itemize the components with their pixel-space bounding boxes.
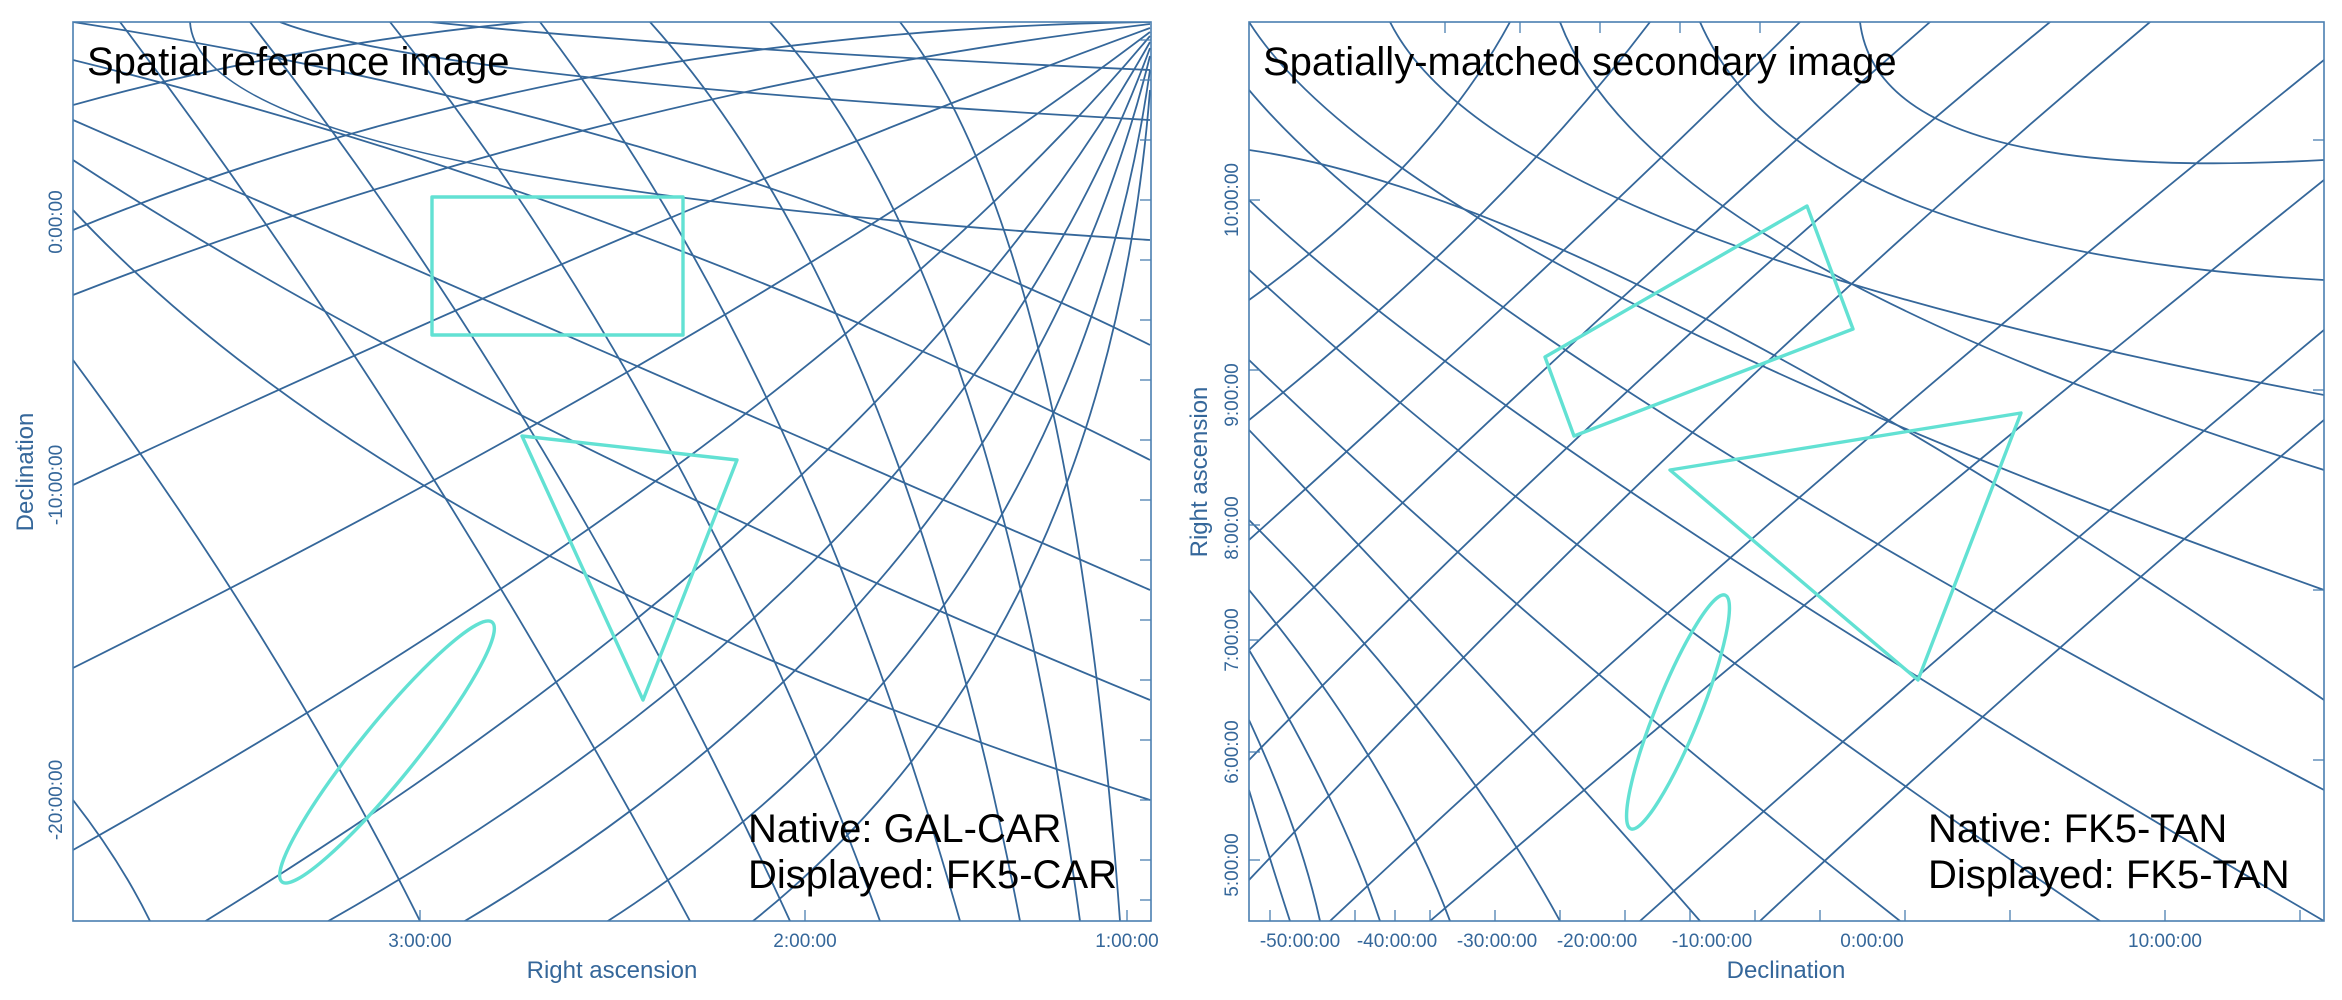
right-x-tick-label: 0:00:00 [1840,931,1903,952]
right-y-tick-label: 7:00:00 [1222,608,1243,671]
right-x-tick-label: -10:00:00 [1672,931,1752,952]
left-y-tick-label: 0:00:00 [46,190,67,253]
left-coordinate-grid [73,22,1151,921]
left-rectangle-region[interactable] [430,195,685,337]
left-y-axis-label: Declination [12,413,39,532]
right-edge-ticks [1249,22,2324,921]
right-x-tick-label: -50:00:00 [1260,931,1340,952]
left-frame [72,21,1152,922]
right-x-axis-label: Declination [1727,957,1846,984]
left-x-ticks: 3:00:00 2:00:00 1:00:00 [388,910,1159,952]
left-y-tick-label: -20:00:00 [46,760,67,840]
left-polygon-region[interactable] [520,434,739,702]
left-ellipse-region[interactable] [260,605,514,900]
left-panel-title: Spatial reference image [87,40,509,84]
right-ellipse-region[interactable] [1610,587,1745,837]
right-coordinate-grid [1249,22,2324,921]
left-edge-ticks [1140,39,1151,901]
right-panel-title: Spatially-matched secondary image [1263,40,1897,84]
right-y-tick-label: 6:00:00 [1222,720,1243,783]
right-x-tick-label: -30:00:00 [1457,931,1537,952]
right-x-ticks: -50:00:00 -40:00:00 -30:00:00 -20:00:00 … [1260,931,2202,952]
left-y-ticks: 0:00:00 -10:00:00 -20:00:00 [46,190,67,840]
right-y-tick-label: 9:00:00 [1222,363,1243,426]
right-y-ticks: 10:00:00 9:00:00 8:00:00 7:00:00 6:00:00… [1222,163,1243,897]
left-y-tick-label: -10:00:00 [46,445,67,525]
left-x-tick-label: 3:00:00 [388,931,451,952]
right-polygon-region[interactable] [1668,411,2023,682]
right-regions[interactable] [1508,204,2023,837]
right-y-axis-label: Right ascension [1186,387,1213,558]
right-x-tick-label: -20:00:00 [1557,931,1637,952]
left-x-axis-label: Right ascension [527,957,698,984]
right-y-tick-label: 5:00:00 [1222,833,1243,896]
left-regions[interactable] [260,195,739,900]
left-x-tick-label: 2:00:00 [773,931,836,952]
right-native-label: Native: FK5-TAN [1928,807,2227,851]
left-native-label: Native: GAL-CAR [748,807,1061,851]
right-rectangle-region[interactable] [1543,204,1855,438]
right-y-tick-label: 8:00:00 [1222,496,1243,559]
left-displayed-label: Displayed: FK5-CAR [748,853,1117,897]
right-y-tick-label: 10:00:00 [1222,163,1243,237]
right-x-tick-label: -40:00:00 [1357,931,1437,952]
right-x-tick-label: 10:00:00 [2128,931,2202,952]
left-panel: 3:00:00 2:00:00 1:00:00 0:00:00 -10:00:0… [12,21,1159,984]
left-x-tick-label: 1:00:00 [1095,931,1158,952]
right-frame [1248,21,2325,922]
right-displayed-label: Displayed: FK5-TAN [1928,853,2290,897]
right-panel: -50:00:00 -40:00:00 -30:00:00 -20:00:00 … [1186,21,2325,984]
